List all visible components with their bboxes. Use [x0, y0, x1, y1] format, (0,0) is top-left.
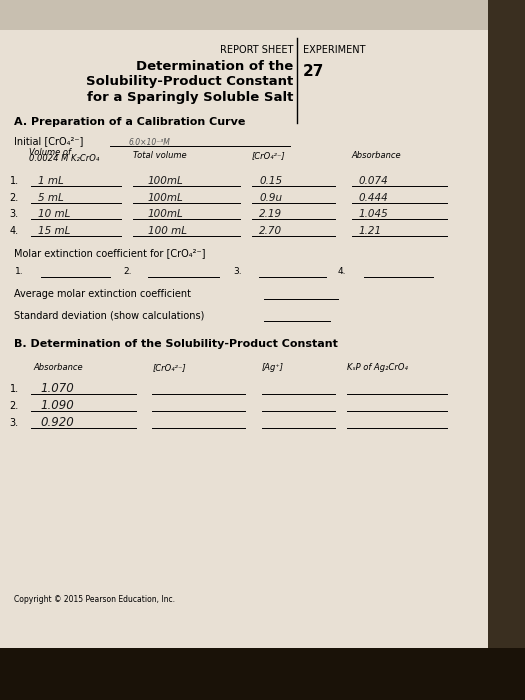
Text: 3.: 3.	[10, 418, 19, 428]
Text: 15 mL: 15 mL	[38, 226, 71, 236]
Bar	[0, 648, 525, 700]
Text: Total volume: Total volume	[133, 150, 187, 160]
Text: 3.: 3.	[233, 267, 242, 276]
Text: 100mL: 100mL	[148, 209, 183, 219]
Text: Absorbance: Absorbance	[34, 363, 83, 372]
Text: 0.920: 0.920	[40, 416, 75, 430]
Text: Copyright © 2015 Pearson Education, Inc.: Copyright © 2015 Pearson Education, Inc.	[15, 595, 175, 603]
Text: B. Determination of the Solubility-Product Constant: B. Determination of the Solubility-Produ…	[15, 340, 339, 349]
Text: KₛP of Ag₂CrO₄: KₛP of Ag₂CrO₄	[347, 363, 408, 372]
Text: 0.9u: 0.9u	[259, 193, 282, 203]
Text: 100 mL: 100 mL	[148, 226, 186, 236]
Text: 1.090: 1.090	[40, 400, 75, 412]
Text: 1.: 1.	[15, 267, 23, 276]
Text: 3.: 3.	[10, 209, 19, 219]
Bar	[0, 30, 490, 650]
Text: Solubility-Product Constant: Solubility-Product Constant	[86, 76, 293, 88]
Text: 2.19: 2.19	[259, 209, 282, 219]
Text: Molar extinction coefficient for [CrO₄²⁻]: Molar extinction coefficient for [CrO₄²⁻…	[15, 248, 206, 258]
Text: [Ag⁺]: [Ag⁺]	[261, 363, 284, 372]
Text: 100mL: 100mL	[148, 176, 183, 186]
Text: for a Sparingly Soluble Salt: for a Sparingly Soluble Salt	[87, 91, 293, 104]
Text: Standard deviation (show calculations): Standard deviation (show calculations)	[15, 311, 205, 321]
Text: 2.70: 2.70	[259, 226, 282, 236]
Text: 2.: 2.	[124, 267, 132, 276]
Text: 1.045: 1.045	[359, 209, 388, 219]
Text: 0.444: 0.444	[359, 193, 388, 203]
Text: 4.: 4.	[338, 267, 346, 276]
Text: Absorbance: Absorbance	[352, 150, 402, 160]
Text: 1.21: 1.21	[359, 226, 382, 236]
Text: [CrO₄²⁻]: [CrO₄²⁻]	[152, 363, 186, 372]
Text: 1 mL: 1 mL	[38, 176, 64, 186]
Text: 1.: 1.	[10, 176, 19, 186]
Text: 0.15: 0.15	[259, 176, 282, 186]
Text: 6.0×10⁻³M: 6.0×10⁻³M	[129, 138, 171, 147]
Text: 0.074: 0.074	[359, 176, 388, 186]
Text: 100mL: 100mL	[148, 193, 183, 203]
Text: 4.: 4.	[10, 226, 19, 236]
Text: 1.: 1.	[10, 384, 19, 394]
Text: 1.070: 1.070	[40, 382, 75, 396]
Text: 27: 27	[303, 64, 324, 79]
Text: Initial [CrO₄²⁻]: Initial [CrO₄²⁻]	[15, 136, 84, 146]
Text: Determination of the: Determination of the	[136, 60, 293, 74]
Text: Volume of: Volume of	[29, 148, 71, 157]
Text: 2.: 2.	[10, 401, 19, 411]
Text: [CrO₄²⁻]: [CrO₄²⁻]	[252, 150, 286, 160]
Text: 0.0024 M K₂CrO₄: 0.0024 M K₂CrO₄	[29, 154, 99, 162]
Text: EXPERIMENT: EXPERIMENT	[303, 46, 365, 55]
Text: 10 mL: 10 mL	[38, 209, 71, 219]
Text: 5 mL: 5 mL	[38, 193, 64, 203]
Text: A. Preparation of a Calibration Curve: A. Preparation of a Calibration Curve	[15, 117, 246, 127]
Bar	[488, 0, 525, 700]
Text: Average molar extinction coefficient: Average molar extinction coefficient	[15, 288, 192, 299]
Text: 2.: 2.	[10, 193, 19, 203]
Text: REPORT SHEET: REPORT SHEET	[220, 46, 293, 55]
